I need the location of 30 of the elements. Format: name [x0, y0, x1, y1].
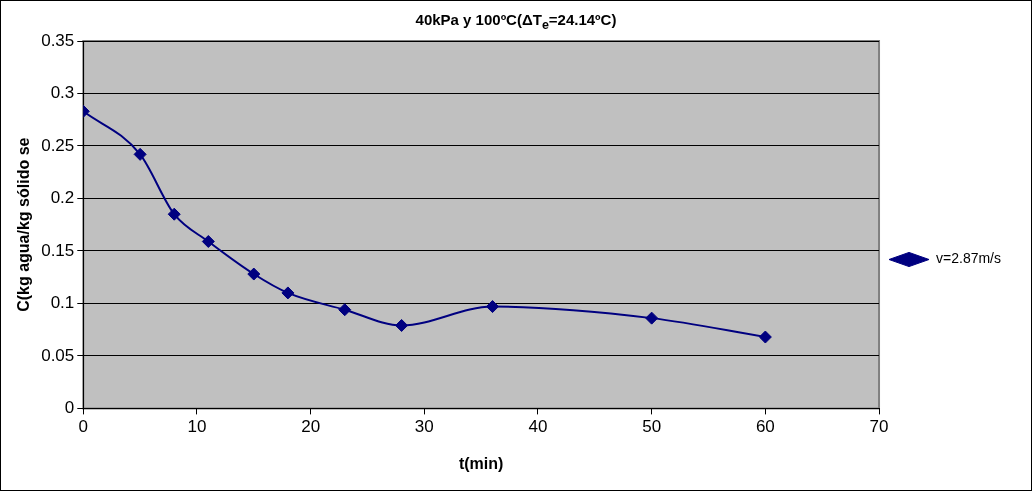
y-tick-label: 0.25 [41, 135, 75, 155]
x-tick-label: 60 [755, 417, 775, 437]
x-tick-label: 50 [642, 417, 662, 437]
chart-title: 40kPa y 100ºC(ΔT$_{e}$=24.14ºC) [414, 11, 618, 32]
x-tick-label: 20 [301, 417, 321, 437]
point [281, 286, 295, 300]
y-tick-label: 0.1 [50, 293, 75, 313]
point [758, 330, 772, 344]
legend-label: v=2.87m/s [936, 250, 1002, 267]
point [395, 318, 409, 332]
x-tick-label: 70 [869, 417, 889, 437]
y-tick-label: 0 [64, 398, 75, 418]
point [201, 235, 215, 248]
point [167, 207, 181, 221]
point [645, 311, 659, 325]
x-tick-label: 40 [528, 417, 548, 437]
y-axis-title: C(kg agua/kg sólido se [15, 137, 33, 312]
x-axis-title: t(min) [458, 454, 504, 472]
point [338, 303, 352, 317]
x-tick-label: 10 [187, 417, 207, 437]
y-tick-label: 0.2 [50, 188, 75, 208]
point [486, 300, 500, 314]
point [133, 147, 147, 161]
x-tick-label: 0 [78, 417, 89, 437]
y-tick-label: 0.15 [41, 240, 75, 260]
x-tick-label: 30 [414, 417, 434, 437]
point [247, 267, 261, 281]
y-tick-label: 0.35 [41, 30, 75, 50]
y-tick-label: 0.3 [50, 83, 75, 103]
y-tick-label: 0.05 [41, 345, 75, 365]
